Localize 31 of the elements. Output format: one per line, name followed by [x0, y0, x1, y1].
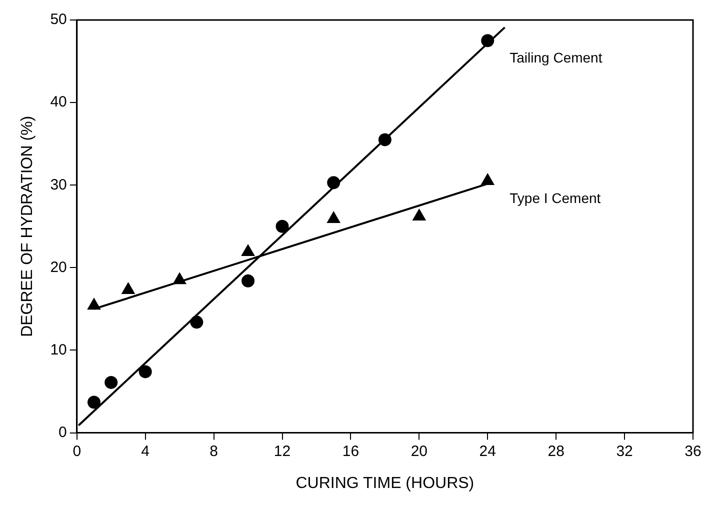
point — [104, 376, 118, 389]
y-tick-label: 20 — [50, 258, 67, 276]
point — [327, 176, 340, 190]
point — [190, 316, 204, 329]
series-label: Type I Cement — [510, 190, 601, 206]
point — [378, 133, 392, 146]
point — [138, 365, 152, 378]
y-tick-label: 10 — [50, 341, 67, 358]
point — [481, 34, 494, 48]
y-tick-label: 40 — [50, 94, 67, 111]
x-tick-label: 24 — [479, 442, 496, 460]
point — [173, 272, 186, 284]
y-tick-label: 0 — [58, 424, 67, 441]
x-tick-label: 16 — [342, 442, 360, 460]
point — [276, 220, 289, 233]
y-axis-title: DEGREE OF HYDRATION (%) — [19, 116, 36, 337]
x-axis-title: CURING TIME (HOURS) — [296, 474, 474, 492]
x-tick-label: 28 — [548, 442, 564, 460]
series-label: Tailing Cement — [510, 50, 602, 66]
point — [242, 274, 255, 288]
x-tick-label: 36 — [684, 442, 702, 460]
x-tick-label: 8 — [210, 442, 218, 460]
point — [87, 298, 101, 310]
x-tick-label: 32 — [616, 442, 633, 460]
x-tick-label: 12 — [274, 442, 291, 460]
y-tick-label: 50 — [50, 11, 67, 28]
x-tick-label: 4 — [141, 442, 150, 460]
x-tick-label: 20 — [410, 442, 428, 460]
y-tick-label: 30 — [50, 176, 67, 194]
point — [88, 396, 100, 409]
x-tick-label: 0 — [72, 442, 82, 460]
